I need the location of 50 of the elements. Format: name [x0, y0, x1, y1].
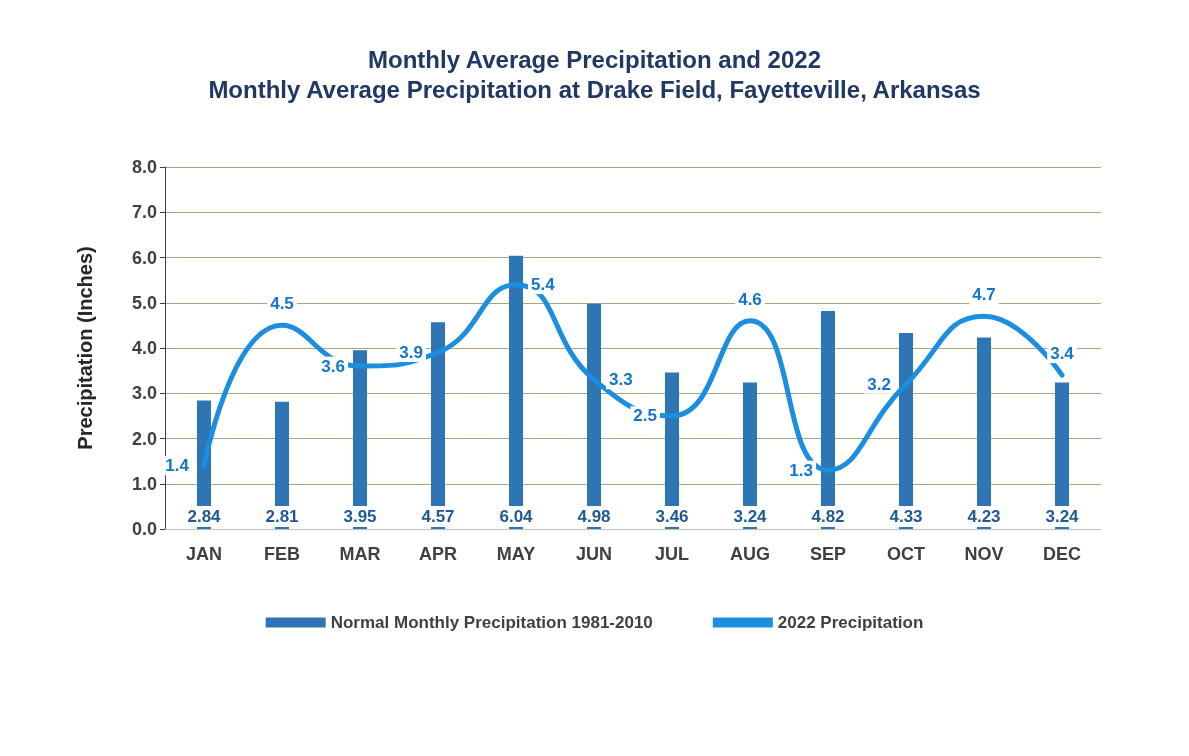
x-tick-label: JAN [185, 544, 223, 564]
x-tick-label: AUG [730, 544, 770, 564]
data-label: 3.2 [867, 374, 891, 394]
x-tick-label: JUL [654, 544, 690, 564]
y-tick-label: 6.0 [131, 247, 157, 268]
data-label: 4.57 [421, 507, 455, 526]
x-tick-label: MAR [339, 544, 381, 564]
legend-label: 2022 Precipitation [777, 613, 924, 632]
data-label: 3.3 [609, 370, 633, 390]
data-label: 2.84 [187, 507, 222, 526]
data-label: 3.9 [399, 343, 423, 363]
data-label: 4.82 [811, 507, 845, 526]
x-tick-label: OCT [887, 544, 925, 564]
data-label: 3.4 [1050, 344, 1075, 364]
y-tick-label: 2.0 [131, 428, 157, 449]
data-label: 3.95 [343, 507, 377, 526]
y-tick-label: 0.0 [131, 519, 157, 539]
x-tick-label: APR [418, 544, 458, 564]
y-tick-label: 5.0 [131, 292, 157, 313]
x-tick-label: DEC [1042, 544, 1082, 564]
chart-title: Monthly Average Precipitation and 2022 [367, 45, 822, 73]
data-label: 1.4 [165, 456, 190, 476]
data-label: 4.5 [270, 294, 294, 314]
y-axis-title: Precipitation (Inches) [74, 246, 96, 450]
data-label: 4.23 [967, 507, 1001, 526]
x-tick-label: SEP [809, 544, 847, 564]
data-label: 4.98 [577, 507, 611, 526]
data-label: 2.5 [633, 406, 657, 426]
data-label: 4.7 [972, 285, 996, 305]
chart-subtitle: Monthly Average Precipitation at Drake Field, Fayetteville, Arkansas [208, 75, 981, 103]
data-label: 4.33 [889, 507, 923, 526]
y-tick-label: 7.0 [131, 202, 157, 223]
y-tick-label: 1.0 [131, 473, 157, 494]
x-tick-label: NOV [964, 544, 1004, 564]
data-label: 2.81 [265, 507, 299, 526]
data-label: 4.6 [738, 289, 762, 309]
y-tick-label: 4.0 [131, 338, 157, 358]
x-tick-label: MAY [496, 544, 536, 564]
data-label: 3.24 [733, 507, 768, 526]
data-label: 1.3 [789, 460, 813, 480]
data-label: 5.4 [531, 275, 556, 295]
legend-label: Normal Monthly Precipitation 1981-2010 [330, 613, 653, 632]
data-label: 3.6 [321, 356, 345, 376]
data-label: 3.46 [655, 507, 689, 526]
x-tick-label: JUN [575, 544, 613, 564]
x-tick-label: FEB [264, 544, 300, 564]
y-tick-label: 3.0 [131, 383, 157, 404]
data-label: 3.24 [1045, 507, 1080, 526]
y-tick-label: 8.0 [131, 157, 157, 177]
data-label: 6.04 [499, 507, 534, 526]
